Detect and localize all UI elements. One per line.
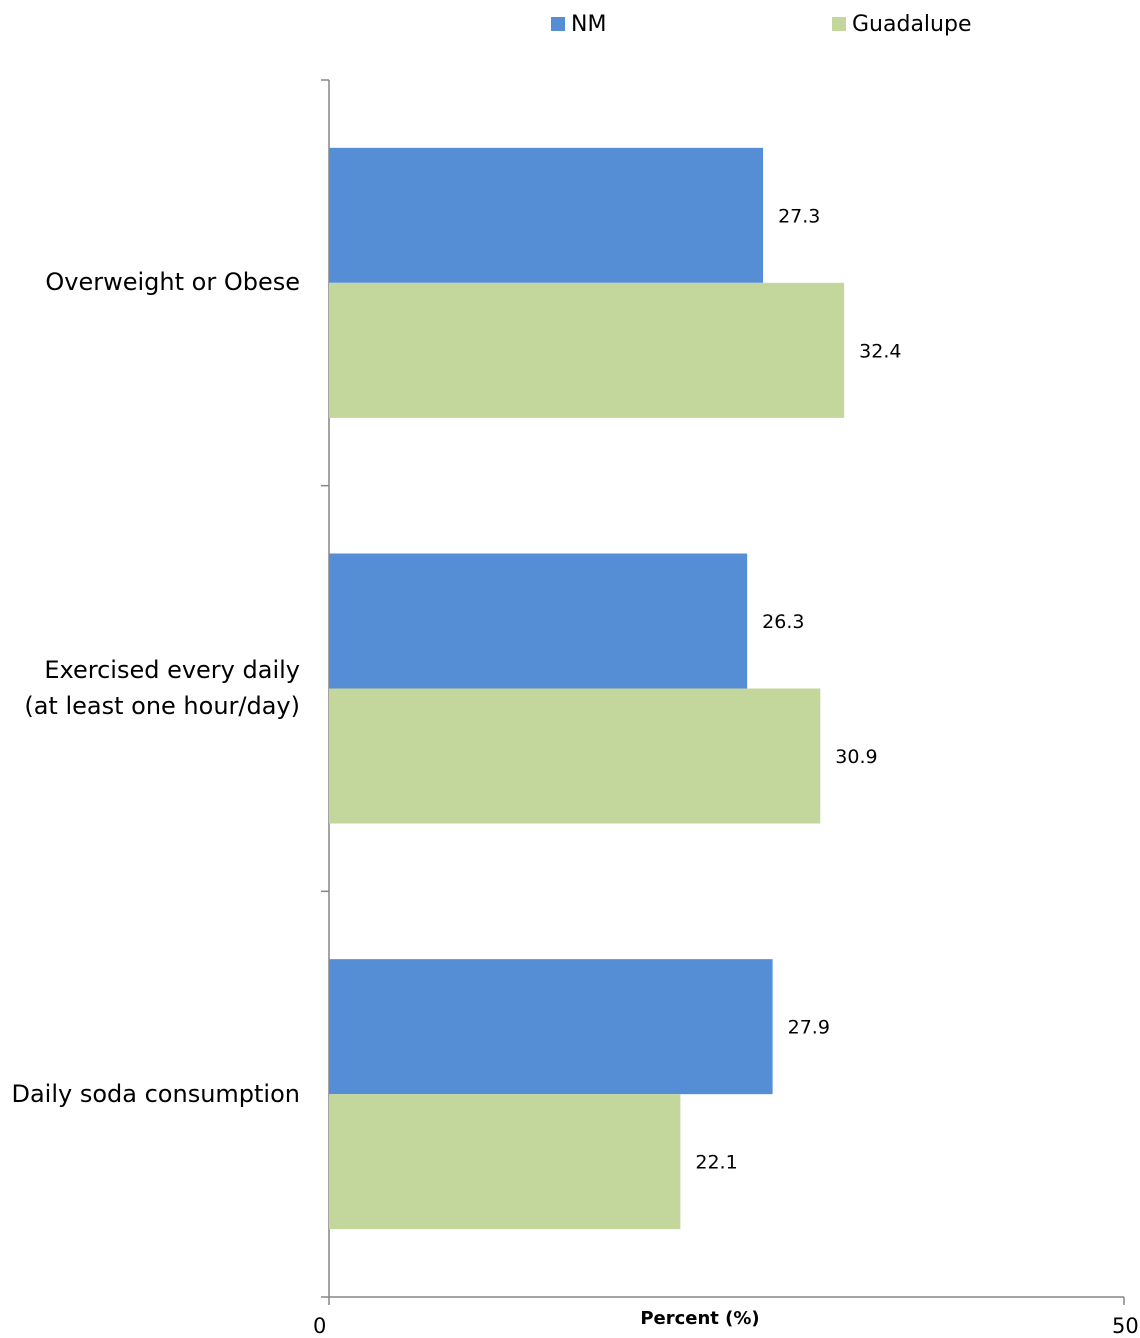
legend-item-nm: NM <box>551 10 606 38</box>
legend-label-nm: NM <box>571 11 607 37</box>
category-label-exercise: Exercised every daily (at least one hour… <box>24 656 300 720</box>
data-label-guadalupe-exercise: 30.9 <box>835 746 877 768</box>
bar-guadalupe-soda <box>329 1094 681 1230</box>
category-label-overweight: Overweight or Obese <box>45 268 300 296</box>
x-tick-label-max: 50 <box>1112 1314 1139 1338</box>
x-axis-title: Percent (%) <box>640 1308 760 1329</box>
data-label-nm-exercise: 26.3 <box>762 611 804 633</box>
legend-label-guadalupe: Guadalupe <box>852 11 972 37</box>
data-label-guadalupe-soda: 22.1 <box>695 1152 737 1174</box>
bar-nm-overweight <box>329 147 764 283</box>
data-label-nm-soda: 27.9 <box>788 1017 830 1039</box>
legend-item-guadalupe: Guadalupe <box>832 10 971 38</box>
bar-nm-soda <box>329 959 773 1095</box>
x-tick-label-min: 0 <box>313 1314 327 1338</box>
bar-nm-exercise <box>329 553 748 689</box>
legend-swatch-nm <box>551 17 565 31</box>
bar-guadalupe-overweight <box>329 282 845 418</box>
bar-guadalupe-exercise <box>329 688 821 824</box>
data-label-guadalupe-overweight: 32.4 <box>859 340 901 362</box>
data-label-nm-overweight: 27.3 <box>778 205 820 227</box>
category-label-soda: Daily soda consumption <box>11 1080 300 1108</box>
legend-swatch-guadalupe <box>832 17 846 31</box>
